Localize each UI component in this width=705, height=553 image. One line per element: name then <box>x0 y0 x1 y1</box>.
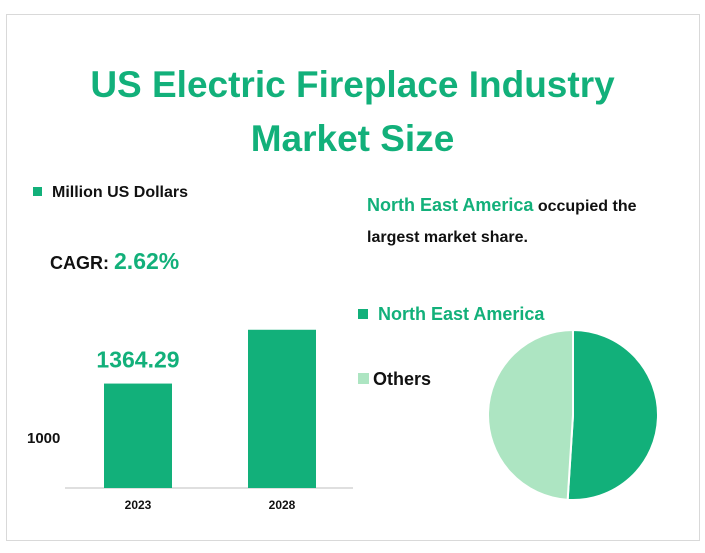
bar-2023 <box>104 383 172 488</box>
title-line-2: Market Size <box>250 118 455 159</box>
bar-legend: Million US Dollars <box>33 184 188 202</box>
pie-legend-label-north-east: North East America <box>378 304 545 324</box>
cagr-value: 2.62% <box>114 248 180 274</box>
share-region: North East America <box>367 195 534 215</box>
pie-legend-label-others: Others <box>373 369 432 389</box>
pie-legend-swatch-north-east <box>358 309 368 319</box>
share-text: occupied the largest market share. <box>367 198 637 246</box>
x-tick-label: 2028 <box>269 498 296 512</box>
pie-chart <box>487 328 659 501</box>
x-tick-label: 2023 <box>125 498 152 512</box>
pie-legend-item-north-east: North East America <box>358 304 544 325</box>
share-description: North East America occupied the largest … <box>367 190 677 253</box>
page-title: US Electric Fireplace Industry Market Si… <box>0 58 705 166</box>
bar-legend-label: Million US Dollars <box>52 184 189 201</box>
bar-2028 <box>248 329 316 488</box>
y-tick-label: 1000 <box>27 430 60 447</box>
bar-data-label: 1364.29 <box>96 347 179 373</box>
pie-slice-north-east-america <box>566 328 659 501</box>
pie-legend-swatch-others <box>358 373 369 384</box>
cagr: CAGR: 2.62% <box>50 248 179 275</box>
cagr-label: CAGR: <box>50 253 109 273</box>
title-line-1: US Electric Fireplace Industry <box>90 64 615 105</box>
pie-legend-item-others: Others <box>358 369 431 390</box>
pie-slice-others <box>487 328 574 501</box>
bar-chart: 1000 2023 1364.29 2028 <box>27 329 353 512</box>
bar-legend-swatch <box>33 187 42 196</box>
